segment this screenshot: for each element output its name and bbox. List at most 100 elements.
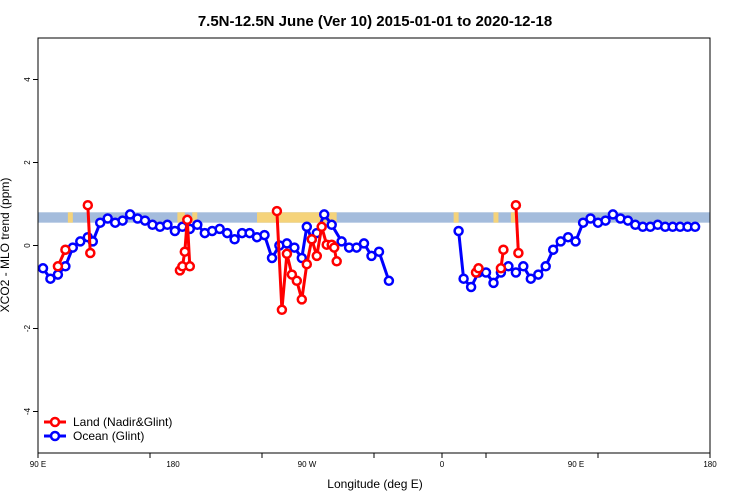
ocean-data-point xyxy=(214,223,225,235)
land-data-point xyxy=(328,242,340,253)
ocean-data-point xyxy=(366,250,377,262)
x-tick-label: 180 xyxy=(166,460,180,469)
land-data-point xyxy=(311,250,323,262)
land-data-point xyxy=(301,258,313,270)
band-land-patch xyxy=(67,212,73,223)
ocean-data-point xyxy=(480,267,492,278)
y-axis: -4 -2 0 2 4 xyxy=(23,77,38,415)
land-data-point xyxy=(331,256,342,267)
ocean-data-point xyxy=(373,246,385,257)
land-data-point xyxy=(52,261,64,272)
land-data-point xyxy=(85,247,96,259)
ocean-data-point xyxy=(555,236,566,247)
band-land-patch xyxy=(192,212,198,223)
ocean-data-point xyxy=(221,227,233,239)
land-series-line xyxy=(514,205,520,254)
ocean-data-point xyxy=(607,209,619,220)
legend-ocean-label: Ocean (Glint) xyxy=(73,429,144,443)
ocean-data-point xyxy=(518,261,529,272)
legend-land-label: Land (Nadir&Glint) xyxy=(73,415,172,429)
ocean-data-point xyxy=(383,275,395,287)
ocean-data-point xyxy=(266,252,278,264)
ocean-data-point xyxy=(453,225,464,237)
x-axis: 90 E 180 90 W 0 90 E 180 xyxy=(30,453,717,469)
land-data-point xyxy=(60,244,71,255)
land-data-point xyxy=(473,263,484,274)
ocean-data-point xyxy=(577,217,589,228)
legend-land-marker xyxy=(49,416,61,428)
ocean-data-point xyxy=(192,219,203,231)
ocean-data-point xyxy=(102,213,113,224)
band-land-patch xyxy=(177,212,185,223)
band-land-patch xyxy=(257,212,337,223)
y-tick-label: 4 xyxy=(23,77,32,82)
band-land-patch xyxy=(510,212,516,223)
ocean-data-point xyxy=(351,242,362,253)
x-tick-label: 0 xyxy=(440,460,445,469)
ocean-data-point xyxy=(336,236,347,247)
land-data-point xyxy=(495,263,507,274)
ocean-data-point xyxy=(358,238,370,249)
ocean-data-point xyxy=(510,267,522,278)
ocean-data-point xyxy=(458,273,469,284)
ocean-data-point xyxy=(533,269,544,280)
band-land-patch xyxy=(493,212,499,223)
ocean-data-point xyxy=(244,227,255,239)
land-data-point xyxy=(296,294,308,305)
x-axis-label: Longitude (deg E) xyxy=(327,477,422,491)
ocean-data-point xyxy=(37,263,49,274)
ocean-data-point xyxy=(259,229,270,241)
x-tick-label: 90 E xyxy=(30,460,46,469)
y-tick-label: 2 xyxy=(23,160,32,165)
x-tick-label: 90 W xyxy=(298,460,317,469)
land-series-line xyxy=(86,205,92,254)
land-data-point xyxy=(498,244,509,255)
ocean-data-point xyxy=(540,261,551,272)
ocean-data-point xyxy=(169,225,181,237)
ocean-data-point xyxy=(229,234,240,245)
legend: Land (Nadir&Glint) Ocean (Glint) xyxy=(44,415,172,443)
land-data-point xyxy=(513,247,524,259)
x-tick-label: 180 xyxy=(703,460,717,469)
ocean-data-point xyxy=(465,281,477,293)
ocean-data-point xyxy=(139,215,151,226)
background-band xyxy=(38,212,710,223)
ocean-data-point xyxy=(75,236,86,247)
ocean-data-point xyxy=(52,269,64,280)
legend-ocean-marker xyxy=(49,430,61,442)
series-layer xyxy=(37,199,701,316)
ocean-data-point xyxy=(562,231,574,243)
band-ocean xyxy=(38,212,710,223)
land-data-point xyxy=(306,234,318,245)
ocean-data-point xyxy=(570,236,581,247)
land-data-point xyxy=(276,304,288,316)
ocean-data-point xyxy=(622,215,634,226)
ocean-data-point xyxy=(326,219,337,231)
chart-title: 7.5N-12.5N June (Ver 10) 2015-01-01 to 2… xyxy=(198,13,552,30)
y-tick-label: -4 xyxy=(23,407,32,415)
land-data-point xyxy=(281,248,293,260)
land-data-point xyxy=(316,221,327,233)
ocean-data-point xyxy=(301,221,313,233)
ocean-data-point xyxy=(289,242,300,253)
land-data-point xyxy=(271,205,283,217)
ocean-data-point xyxy=(94,217,106,228)
ocean-data-point xyxy=(162,219,173,231)
land-data-point xyxy=(184,261,196,272)
land-data-point xyxy=(291,275,303,287)
ocean-data-point xyxy=(117,215,128,226)
ocean-data-point xyxy=(488,277,499,289)
ocean-data-point xyxy=(281,238,293,249)
ocean-data-point xyxy=(600,215,611,226)
ocean-data-point xyxy=(585,213,596,224)
land-data-point xyxy=(182,214,193,226)
band-land-patch xyxy=(453,212,459,223)
y-tick-label: -2 xyxy=(23,324,32,332)
ocean-data-point xyxy=(689,221,701,233)
y-tick-label: 0 xyxy=(23,243,32,248)
y-axis-label: XCO2 - MLO trend (ppm) xyxy=(0,178,12,313)
land-data-point xyxy=(82,199,94,211)
ocean-data-point xyxy=(45,273,56,284)
land-data-point xyxy=(179,246,191,257)
